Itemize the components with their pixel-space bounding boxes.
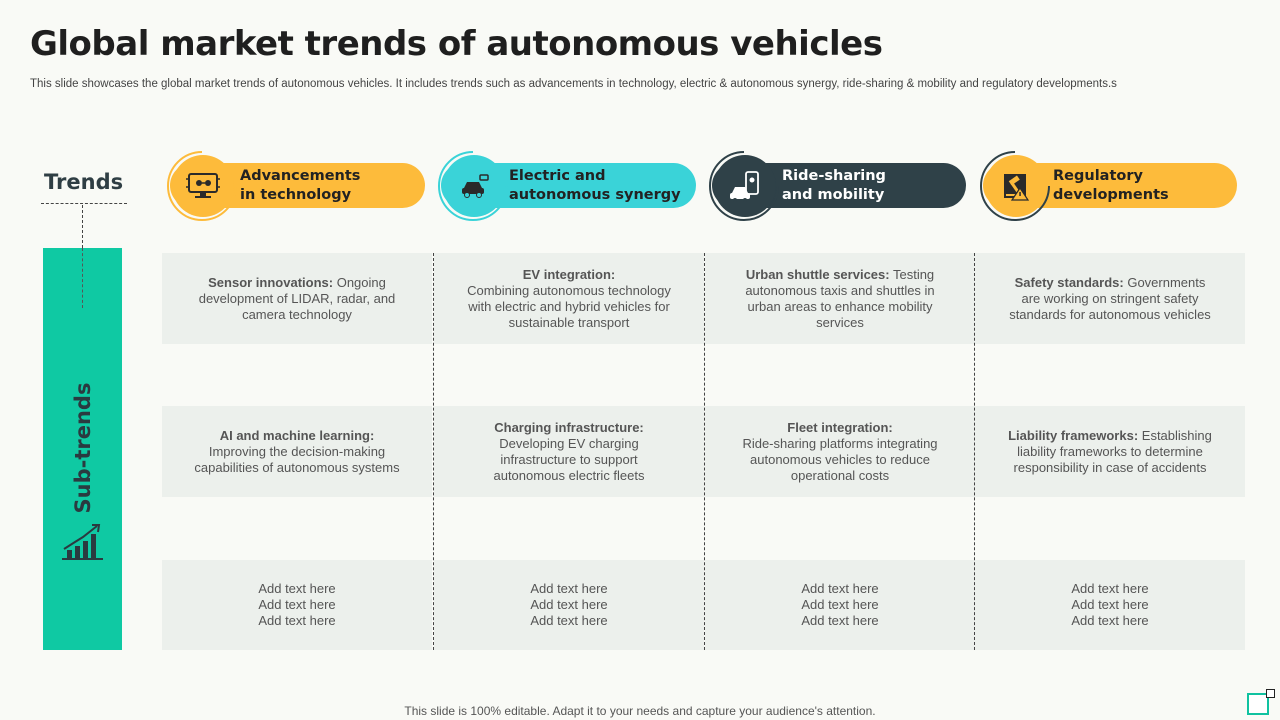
subtrends-bar: Sub-trends	[43, 248, 122, 650]
cell-row1-col4: Safety standards: Governments are workin…	[975, 253, 1245, 344]
ring-accent	[980, 151, 1050, 221]
cell-row2-col2: Charging infrastructure: Developing EV c…	[434, 406, 704, 497]
cell-row3-col4: Add text here Add text here Add text her…	[975, 560, 1245, 650]
footer-note: This slide is 100% editable. Adapt it to…	[404, 704, 876, 718]
column-divider	[974, 253, 975, 650]
page-title: Global market trends of autonomous vehic…	[30, 24, 883, 64]
trend-label: Electric and autonomous synergy	[509, 167, 681, 203]
cell-row1-col2: EV integration: Combining autonomous tech…	[434, 253, 704, 344]
growth-chart-icon	[62, 524, 103, 560]
gavel-icon	[985, 155, 1047, 217]
cell-row1-col3: Urban shuttle services: Testing autonomo…	[705, 253, 975, 344]
page-subtitle: This slide showcases the global market t…	[30, 78, 1117, 90]
slide-corner-mark	[1247, 693, 1269, 715]
trend-label: Regulatory developments	[1053, 167, 1169, 203]
ring-accent	[167, 151, 237, 221]
resize-handle[interactable]	[1266, 689, 1275, 698]
cell-row3-col2: Add text here Add text here Add text her…	[434, 560, 704, 650]
connector-line	[82, 248, 83, 308]
trends-underline	[41, 203, 127, 204]
cell-row2-col1: AI and machine learning: Improving the de…	[162, 406, 432, 497]
circuit-monitor-icon	[172, 155, 234, 217]
subtrends-label: Sub-trends	[71, 382, 95, 514]
ride-sharing-phone-icon	[714, 155, 776, 217]
cell-row3-col3: Add text here Add text here Add text her…	[705, 560, 975, 650]
cell-row1-col1: Sensor innovations: Ongoing development …	[162, 253, 432, 344]
electric-car-icon	[443, 155, 505, 217]
ring-accent	[709, 151, 779, 221]
column-divider	[704, 253, 705, 650]
trend-label: Ride-sharing and mobility	[782, 167, 886, 203]
trend-label: Advancements in technology	[240, 167, 361, 203]
ring-accent	[438, 151, 508, 221]
trends-label: Trends	[44, 170, 124, 194]
cell-row2-col3: Fleet integration: Ride-sharing platforms…	[705, 406, 975, 497]
column-divider	[433, 253, 434, 650]
cell-row3-col1: Add text here Add text here Add text her…	[162, 560, 432, 650]
cell-row2-col4: Liability frameworks: Establishing liabi…	[975, 406, 1245, 497]
